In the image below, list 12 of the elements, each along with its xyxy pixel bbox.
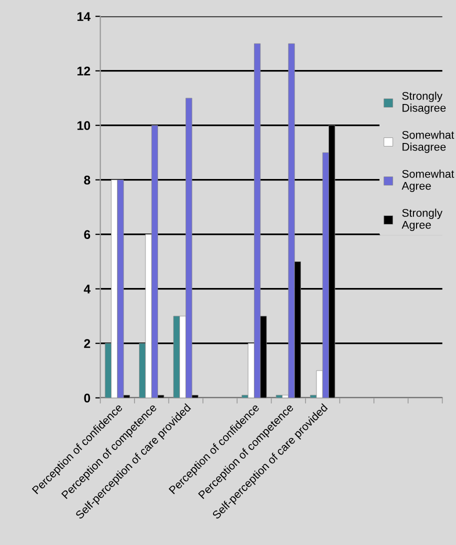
y-tick-label: 10 xyxy=(77,121,90,130)
y-tick-label: 6 xyxy=(84,230,90,239)
legend-label: Somewhat Agree xyxy=(402,170,454,192)
y-tick-label: 4 xyxy=(84,284,91,294)
legend-label: Strongly Disagree xyxy=(402,92,446,114)
legend-label: Somewhat Disagree xyxy=(402,130,454,153)
y-tick-label: 14 xyxy=(77,12,91,21)
y-tick-label: 2 xyxy=(84,339,90,348)
y-tick-label: 8 xyxy=(84,176,90,184)
legend-label: Strongly Agree xyxy=(402,208,442,231)
y-tick-label: 12 xyxy=(77,66,90,76)
y-tick-label: 0 xyxy=(84,394,90,402)
